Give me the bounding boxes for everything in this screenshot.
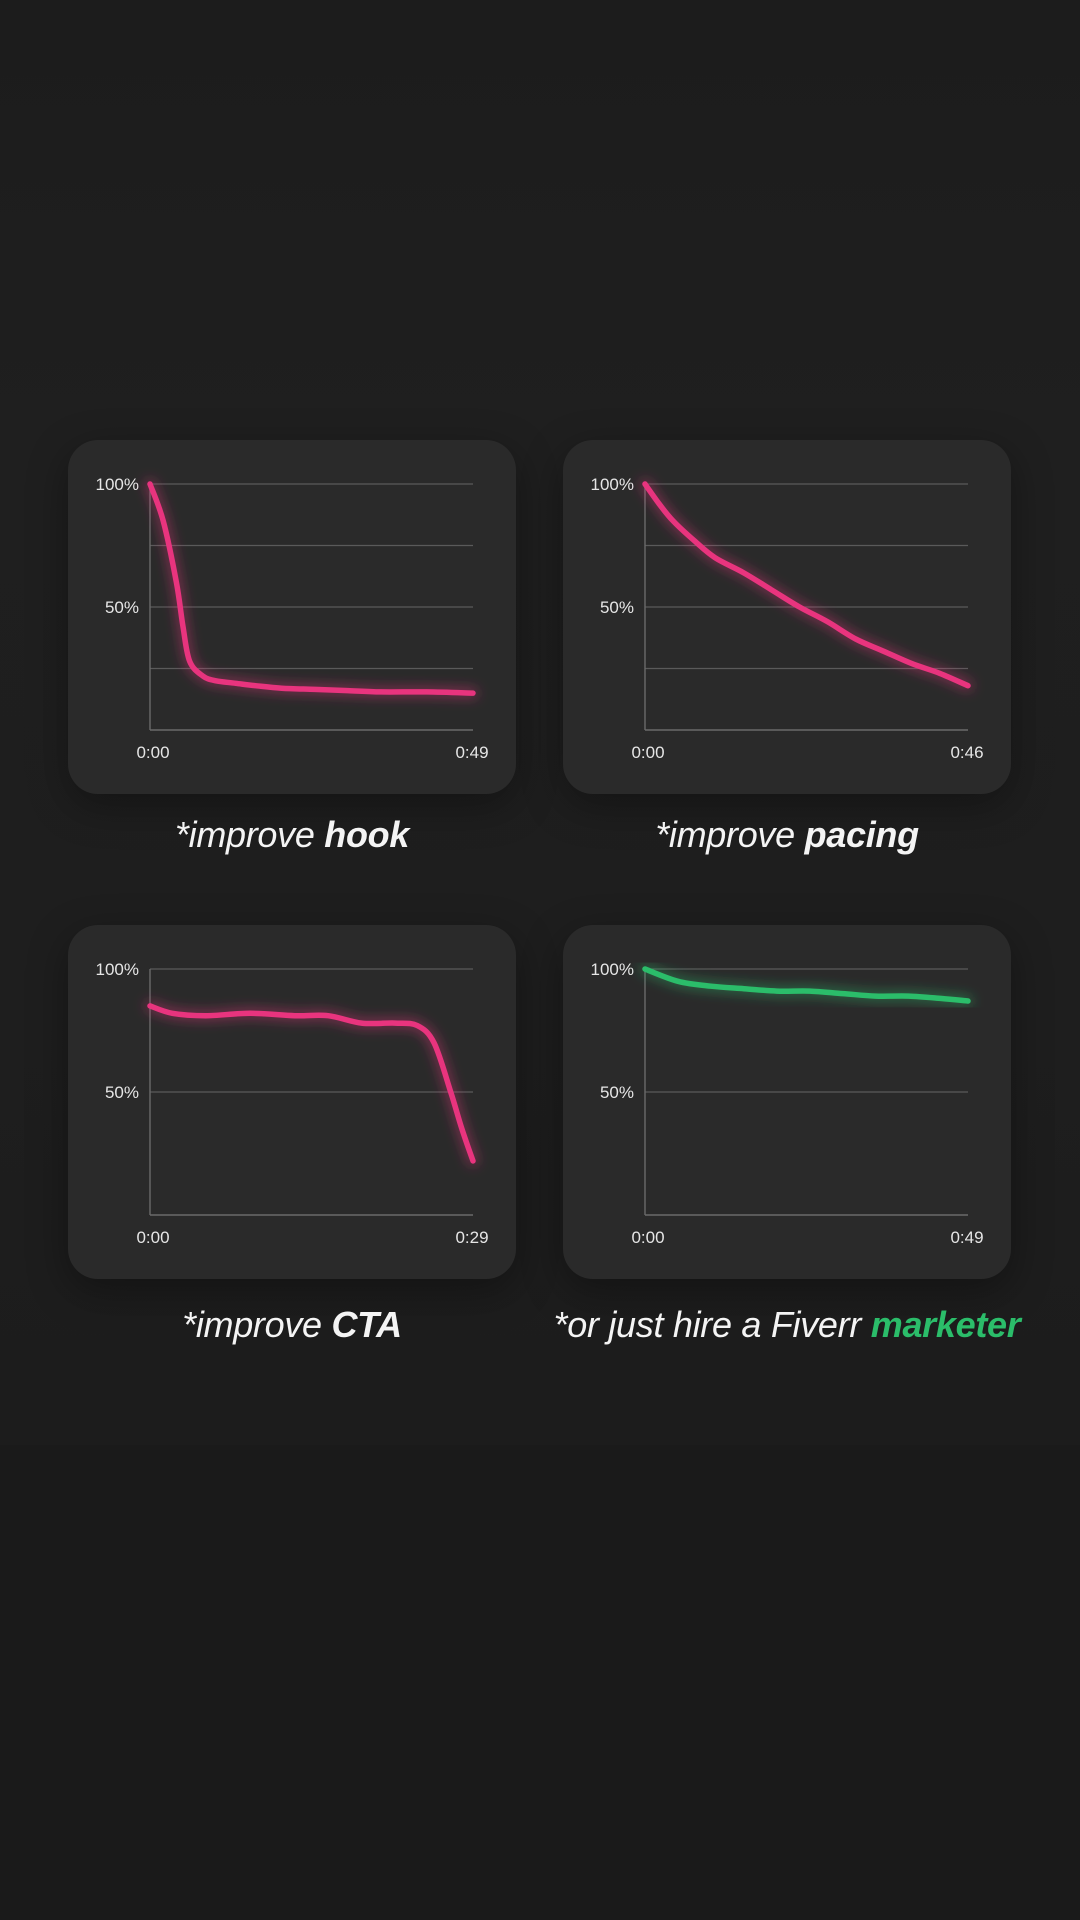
chart-svg-hook: 100% 50% 0:00 0:49: [96, 475, 489, 762]
retention-line-glow: [640, 479, 973, 691]
caption-hook: *improve hook: [12, 814, 572, 856]
background-bottom: [0, 1445, 1080, 1920]
y-tick-label: 50%: [105, 1083, 139, 1102]
caption-pacing-prefix: *improve: [655, 814, 805, 855]
retention-line: [642, 966, 971, 1004]
y-tick-label: 100%: [96, 475, 139, 494]
x-tick-label: 0:29: [455, 1228, 488, 1247]
retention-line: [147, 481, 476, 696]
chart-svg-cta: 100% 50% 0:00 0:29: [96, 960, 489, 1247]
caption-marketer-prefix: *or just hire a Fiverr: [553, 1304, 871, 1345]
caption-pacing-emphasis: pacing: [804, 814, 920, 855]
chart-svg-pacing: 100% 50% 0:00 0:46: [591, 475, 984, 762]
retention-chart-marketer: 100% 50% 0:00 0:49: [563, 925, 1011, 1279]
x-tick-label: 0:00: [136, 1228, 169, 1247]
caption-cta-emphasis: CTA: [331, 1304, 402, 1345]
x-tick-label: 0:49: [950, 1228, 983, 1247]
y-tick-label: 50%: [600, 598, 634, 617]
x-tick-label: 0:00: [631, 1228, 664, 1247]
x-tick-label: 0:49: [455, 743, 488, 762]
y-tick-label: 50%: [105, 598, 139, 617]
x-tick-label: 0:00: [631, 743, 664, 762]
caption-marketer: *or just hire a Fiverr marketer: [507, 1304, 1067, 1346]
y-tick-label: 100%: [591, 475, 634, 494]
caption-marketer-emphasis: marketer: [870, 1304, 1021, 1345]
retention-line-glow: [145, 479, 478, 699]
x-tick-label: 0:46: [950, 743, 983, 762]
y-tick-label: 50%: [600, 1083, 634, 1102]
retention-line: [642, 481, 971, 689]
retention-chart-hook: 100% 50% 0:00 0:49: [68, 440, 516, 794]
retention-chart-cta: 100% 50% 0:00 0:29: [68, 925, 516, 1279]
y-tick-label: 100%: [96, 960, 139, 979]
x-tick-label: 0:00: [136, 743, 169, 762]
caption-cta: *improve CTA: [12, 1304, 572, 1346]
caption-cta-prefix: *improve: [182, 1304, 332, 1345]
chart-svg-marketer: 100% 50% 0:00 0:49: [591, 960, 984, 1247]
retention-line: [147, 1003, 476, 1164]
y-tick-label: 100%: [591, 960, 634, 979]
caption-hook-prefix: *improve: [174, 814, 325, 855]
caption-hook-emphasis: hook: [324, 814, 410, 855]
caption-pacing: *improve pacing: [507, 814, 1067, 856]
retention-chart-pacing: 100% 50% 0:00 0:46: [563, 440, 1011, 794]
